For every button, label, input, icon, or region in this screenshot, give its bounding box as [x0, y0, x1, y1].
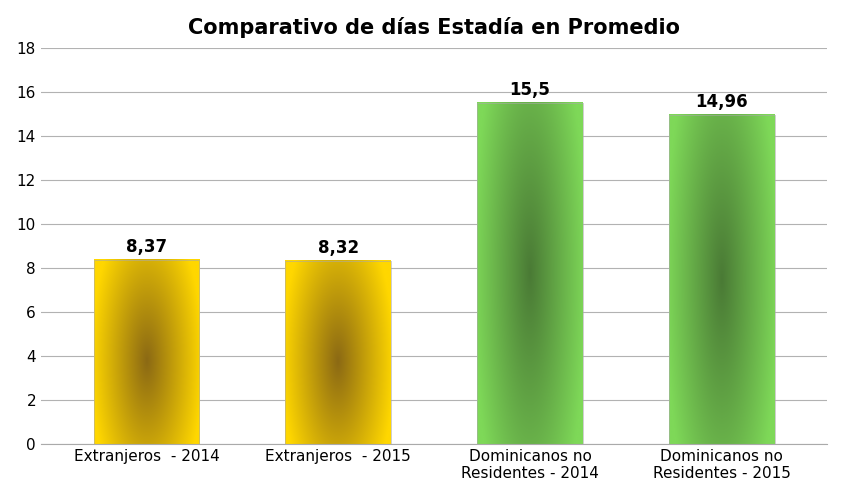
Text: 15,5: 15,5 — [510, 81, 550, 99]
Text: 14,96: 14,96 — [695, 93, 748, 111]
Bar — [669, 115, 775, 444]
Bar — [285, 261, 391, 444]
Title: Comparativo de días Estadía en Promedio: Comparativo de días Estadía en Promedio — [188, 16, 680, 38]
Text: 8,32: 8,32 — [317, 240, 359, 257]
Text: 8,37: 8,37 — [126, 239, 167, 256]
Bar — [94, 259, 199, 444]
Bar — [477, 103, 582, 444]
